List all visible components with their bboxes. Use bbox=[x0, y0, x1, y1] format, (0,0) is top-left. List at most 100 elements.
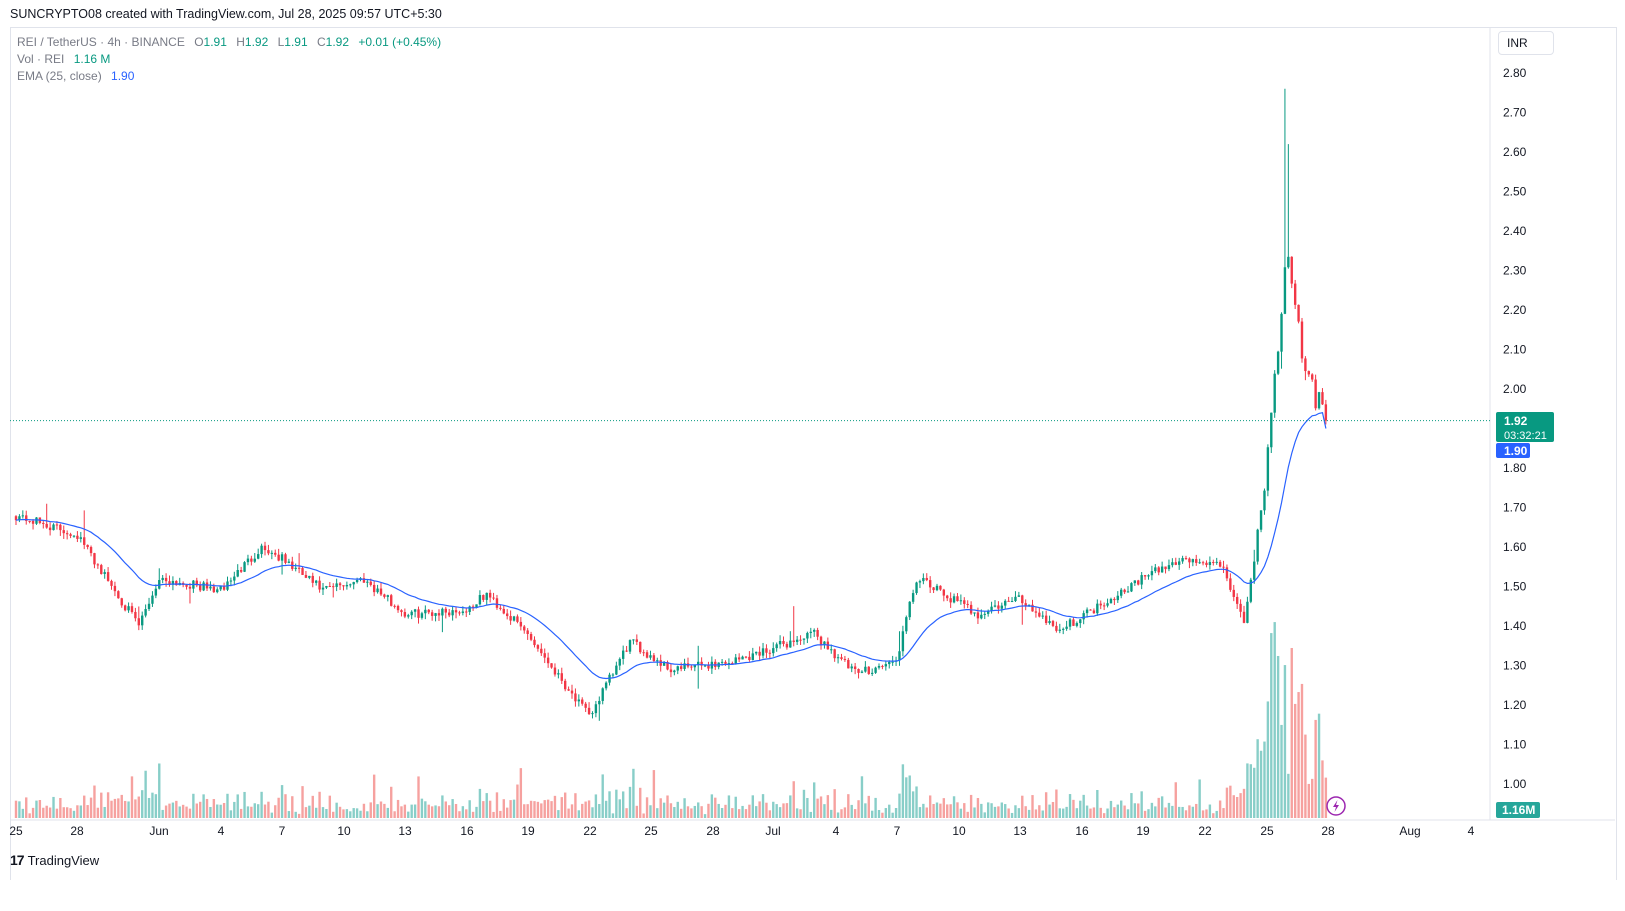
volume-bar bbox=[1290, 647, 1293, 818]
candle-body bbox=[618, 658, 621, 666]
volume-bar bbox=[1106, 808, 1109, 818]
candle-body bbox=[1099, 603, 1102, 606]
candle-body bbox=[256, 554, 260, 559]
candle-body bbox=[1287, 256, 1290, 268]
volume-bar bbox=[83, 795, 86, 818]
candle-body bbox=[744, 656, 748, 658]
candle-body bbox=[577, 699, 581, 702]
volume-bar bbox=[444, 801, 447, 818]
volume-bar bbox=[239, 808, 243, 818]
volume-bar bbox=[263, 804, 267, 818]
candle-body bbox=[1140, 575, 1143, 585]
candle-body bbox=[1096, 603, 1099, 614]
volume-bar bbox=[1085, 805, 1089, 818]
volume-bar bbox=[420, 798, 424, 818]
candle-body bbox=[79, 537, 83, 539]
candle-body bbox=[581, 699, 584, 704]
volume-bar bbox=[277, 797, 280, 818]
candle-body bbox=[1273, 373, 1276, 413]
volume-bar bbox=[1208, 804, 1212, 818]
candle-body bbox=[656, 660, 659, 662]
volume-bar bbox=[1293, 703, 1297, 818]
legend-change: +0.01 (+0.45%) bbox=[358, 35, 442, 49]
volume-bar bbox=[400, 806, 403, 818]
price-axis[interactable]: 2.80 2.70 2.60 2.50 2.40 2.30 2.20 2.10 2.00 1.90… bbox=[1503, 66, 1527, 791]
candle-body bbox=[676, 666, 679, 671]
legend-ema-value: 1.90 bbox=[111, 69, 135, 83]
legend-high-value: 1.92 bbox=[244, 35, 269, 49]
volume-bar bbox=[942, 798, 946, 818]
candle-body bbox=[1317, 392, 1321, 409]
time-tick-label: 7 bbox=[894, 824, 901, 838]
candle-body bbox=[898, 651, 901, 661]
volume-bar bbox=[608, 791, 611, 818]
legend-volume-row[interactable]: Vol · REI 1.16 M bbox=[17, 51, 441, 68]
volume-bar bbox=[89, 797, 93, 818]
volume-bar bbox=[867, 795, 870, 818]
volume-bar bbox=[1140, 791, 1143, 818]
time-tick-label: Jul bbox=[765, 824, 780, 838]
volume-bars bbox=[14, 622, 1328, 818]
volume-bar bbox=[1263, 741, 1266, 818]
volume-bar bbox=[465, 809, 468, 818]
legend-symbol: REI / TetherUS · 4h · BINANCE bbox=[17, 35, 185, 49]
candle-body bbox=[901, 631, 905, 652]
candle-body bbox=[758, 651, 761, 656]
candle-body bbox=[1300, 321, 1304, 359]
price-tick-label: 2.00 bbox=[1503, 382, 1527, 396]
volume-bar bbox=[369, 802, 372, 818]
candle-body bbox=[1270, 412, 1273, 448]
candle-body bbox=[990, 606, 993, 611]
volume-bar bbox=[1034, 809, 1038, 818]
candle-body bbox=[956, 596, 959, 602]
candle-body bbox=[1246, 601, 1249, 623]
volume-bar bbox=[110, 800, 113, 818]
volume-bar bbox=[396, 799, 400, 818]
candle-body bbox=[669, 669, 673, 673]
candle-body bbox=[748, 656, 751, 660]
candle-body bbox=[1229, 578, 1232, 590]
candle-body bbox=[120, 598, 123, 606]
candle-body bbox=[18, 516, 21, 521]
lightning-icon[interactable] bbox=[1326, 796, 1346, 816]
candle-body bbox=[598, 700, 601, 705]
candle-body bbox=[980, 614, 983, 619]
volume-bar bbox=[795, 808, 799, 818]
candle-body bbox=[1212, 562, 1215, 564]
candle-body bbox=[1079, 619, 1082, 624]
legend-ema-row[interactable]: EMA (25, close) 1.90 bbox=[17, 68, 441, 85]
price-tick-label: 1.30 bbox=[1503, 659, 1527, 673]
volume-bar bbox=[935, 802, 939, 818]
candle-body bbox=[785, 643, 789, 648]
volume-bar bbox=[35, 800, 38, 818]
candle-body bbox=[1109, 598, 1113, 604]
volume-bar bbox=[1000, 802, 1004, 818]
volume-bar bbox=[1113, 807, 1116, 818]
candle-body bbox=[942, 589, 946, 596]
volume-bar bbox=[427, 804, 430, 818]
time-tick-label: 22 bbox=[1198, 824, 1212, 838]
volume-bar bbox=[383, 803, 386, 818]
price-tick-label: 2.60 bbox=[1503, 145, 1527, 159]
legend-symbol-row[interactable]: REI / TetherUS · 4h · BINANCE O1.91 H1.9… bbox=[17, 34, 441, 51]
currency-button[interactable]: INR bbox=[1498, 31, 1554, 55]
price-tick-label: 1.80 bbox=[1503, 461, 1527, 475]
candle-body bbox=[45, 523, 48, 528]
volume-bar bbox=[594, 794, 598, 818]
time-tick-label: 4 bbox=[1468, 824, 1475, 838]
volume-bar bbox=[635, 805, 639, 818]
time-axis[interactable]: 25 28 Jun 4 7 10 13 16 19 22 25 28 Jul 4 7 10 13 16 19 22 25… bbox=[9, 824, 1474, 838]
candle-body bbox=[35, 517, 38, 524]
candle-body bbox=[1188, 558, 1191, 563]
candle-body bbox=[905, 617, 908, 632]
volume-bar bbox=[1215, 810, 1218, 818]
tradingview-brand[interactable]: 17 TradingView bbox=[10, 852, 99, 868]
candle-body bbox=[314, 580, 318, 583]
candles bbox=[14, 88, 1328, 721]
candle-body bbox=[424, 609, 427, 614]
volume-bar bbox=[857, 800, 860, 818]
candle-body bbox=[321, 587, 325, 590]
candle-body bbox=[1068, 619, 1072, 627]
volume-bar bbox=[458, 811, 461, 818]
